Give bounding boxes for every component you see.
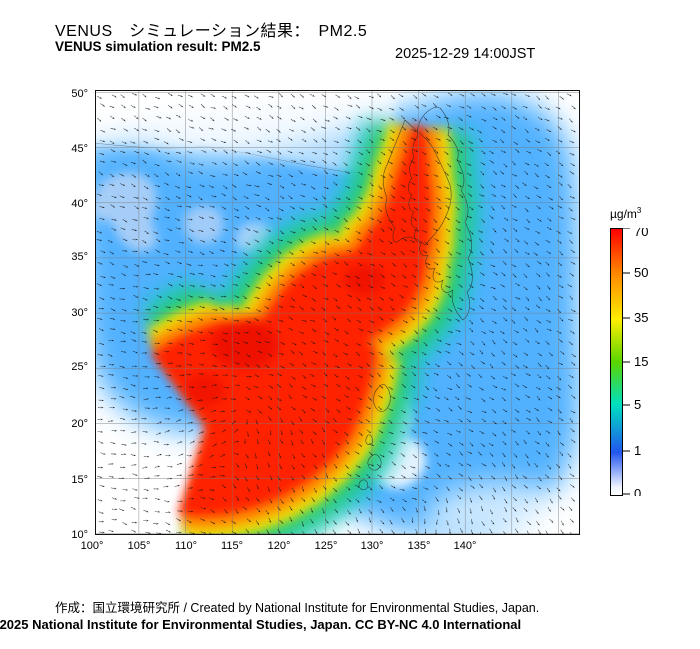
svg-text:125°: 125° xyxy=(315,540,338,552)
svg-text:15°: 15° xyxy=(71,474,88,486)
svg-text:120°: 120° xyxy=(268,540,291,552)
svg-text:50°: 50° xyxy=(71,88,88,100)
svg-text:50: 50 xyxy=(634,265,648,280)
svg-text:115°: 115° xyxy=(221,540,243,552)
svg-text:35: 35 xyxy=(634,310,648,325)
svg-text:40°: 40° xyxy=(71,198,88,210)
svg-text:110°: 110° xyxy=(175,540,197,552)
svg-text:10°: 10° xyxy=(71,529,88,541)
svg-text:30°: 30° xyxy=(71,307,88,319)
svg-text:35°: 35° xyxy=(71,251,88,263)
svg-text:5: 5 xyxy=(634,397,641,412)
svg-text:70: 70 xyxy=(634,228,648,239)
svg-text:20°: 20° xyxy=(71,418,88,430)
svg-text:15: 15 xyxy=(634,354,648,369)
svg-text:105°: 105° xyxy=(128,540,151,552)
svg-text:25°: 25° xyxy=(71,361,88,373)
svg-text:0: 0 xyxy=(634,486,641,496)
svg-text:135°: 135° xyxy=(408,540,431,552)
svg-text:130°: 130° xyxy=(361,540,384,552)
svg-text:1: 1 xyxy=(634,443,641,458)
svg-text:140°: 140° xyxy=(454,540,477,552)
svg-text:100°: 100° xyxy=(81,540,104,552)
svg-text:45°: 45° xyxy=(71,143,88,155)
